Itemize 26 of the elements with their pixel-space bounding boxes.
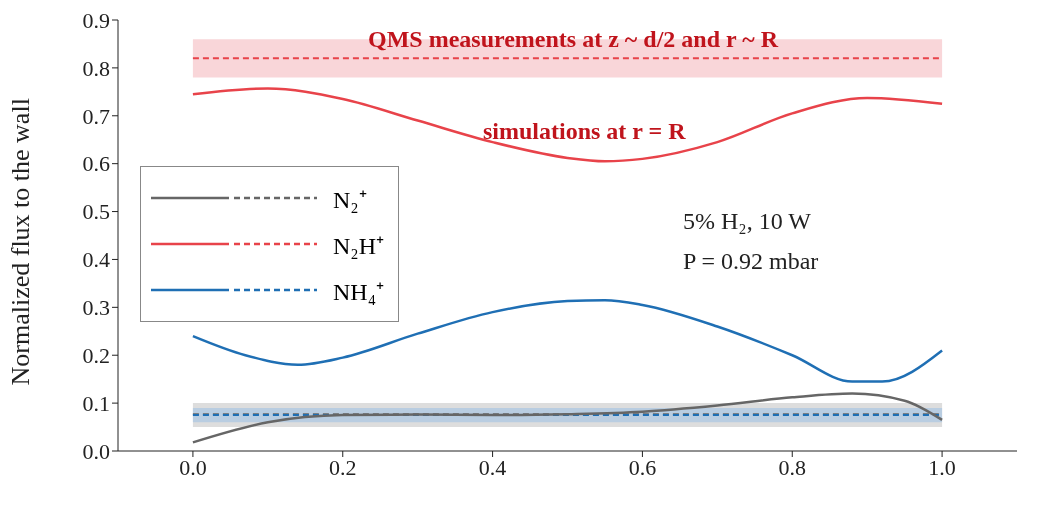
annotation: P = 0.92 mbar [683,248,819,275]
x-tick-label: 0.0 [179,454,207,480]
y-tick-label: 0.4 [82,247,110,273]
legend-label: NH₄⁺ [333,277,385,307]
y-tick-label: 0.8 [82,55,110,81]
annotation: 5% H₂, 10 W [683,208,811,235]
legend-label: N₂H⁺ [333,231,385,261]
y-tick-label: 0.1 [82,390,110,416]
legend-label: N₂⁺ [333,185,367,215]
y-tick-label: 0.2 [82,343,110,369]
annotation: simulations at r = R [483,118,686,145]
y-tick-label: 0.3 [82,295,110,321]
y-tick-label: 0.5 [82,199,110,225]
line-series [191,392,944,444]
y-axis-title: Normalized flux to the wall [6,98,36,386]
y-tick-label: 0.0 [82,438,110,464]
x-tick-label: 0.6 [628,454,657,480]
annotation: QMS measurements at z ~ d/2 and r ~ R [368,26,779,53]
y-tick-label: 0.7 [82,103,110,129]
x-tick-label: 1.0 [928,454,956,480]
x-tick-label: 0.8 [778,454,806,480]
x-tick-label: 0.2 [329,454,357,480]
y-tick-label: 0.6 [82,151,110,177]
line-series [191,87,944,163]
x-tick-label: 0.4 [478,454,507,480]
y-tick-label: 0.9 [82,7,110,33]
